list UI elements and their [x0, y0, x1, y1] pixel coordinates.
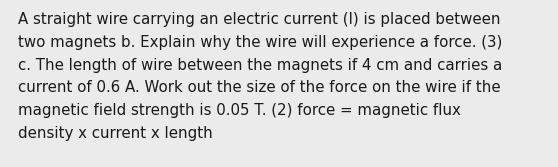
Text: current of 0.6 A. Work out the size of the force on the wire if the: current of 0.6 A. Work out the size of t…	[18, 80, 501, 95]
Text: c. The length of wire between the magnets if 4 cm and carries a: c. The length of wire between the magnet…	[18, 58, 502, 73]
Text: two magnets b. Explain why the wire will experience a force. (3): two magnets b. Explain why the wire will…	[18, 35, 502, 50]
Text: magnetic field strength is 0.05 T. (2) force = magnetic flux: magnetic field strength is 0.05 T. (2) f…	[18, 103, 461, 118]
Text: A straight wire carrying an electric current (I) is placed between: A straight wire carrying an electric cur…	[18, 12, 501, 27]
Text: density x current x length: density x current x length	[18, 126, 213, 141]
